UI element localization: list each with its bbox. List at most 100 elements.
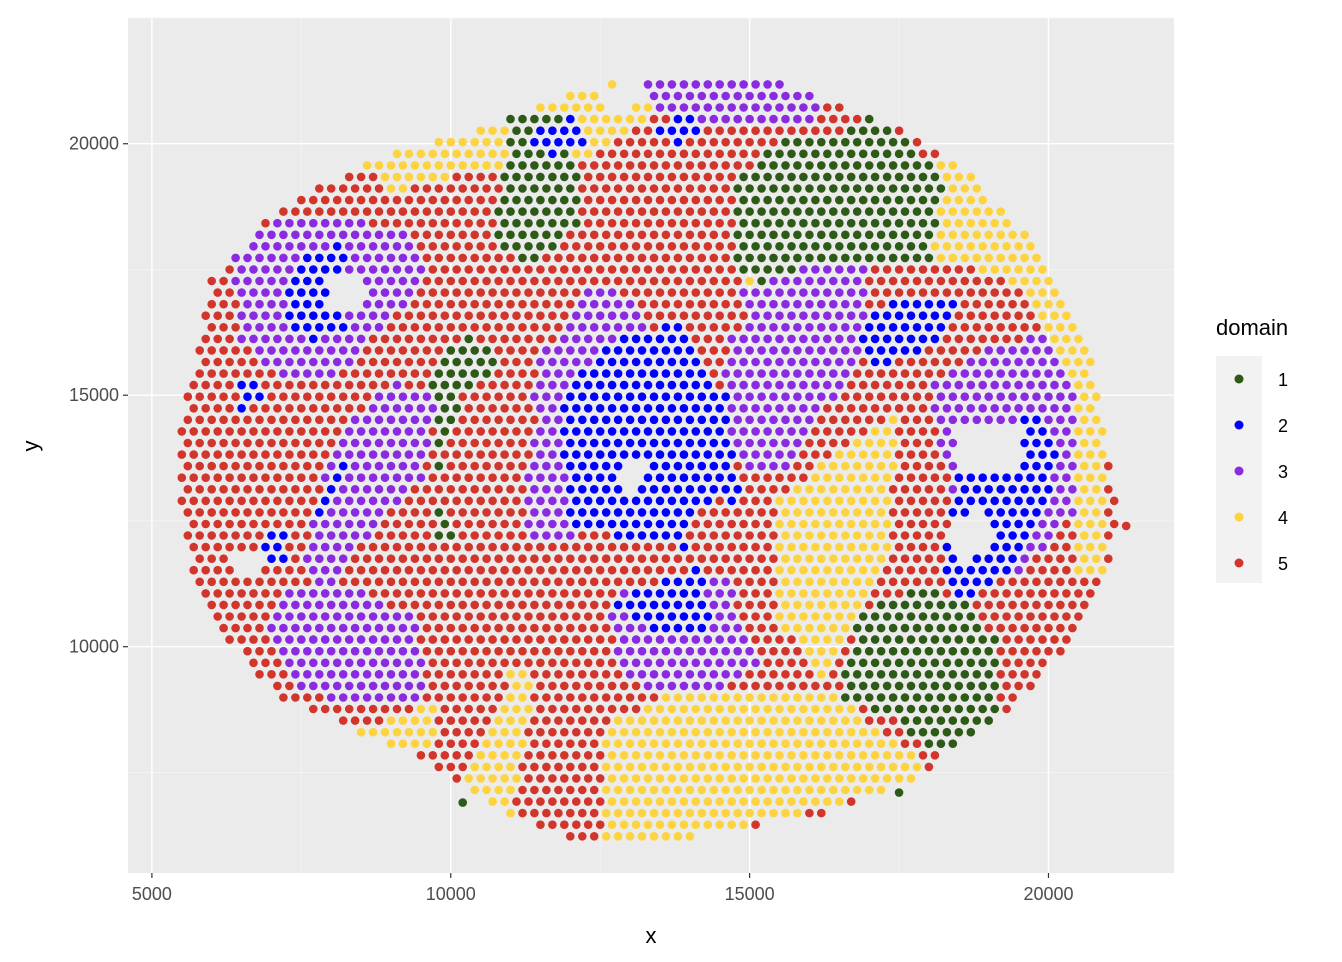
data-point-domain-3 (416, 404, 426, 413)
data-point-domain-2 (643, 612, 653, 621)
data-point-domain-4 (607, 774, 617, 783)
data-point-domain-5 (996, 577, 1005, 587)
data-point-domain-1 (769, 207, 778, 216)
data-point-domain-1 (846, 195, 856, 205)
data-point-domain-5 (745, 161, 754, 170)
data-point-domain-2 (595, 450, 605, 459)
data-point-domain-5 (954, 357, 964, 367)
data-point-domain-5 (1008, 646, 1017, 656)
data-point-domain-3 (350, 461, 360, 471)
data-point-domain-2 (1014, 542, 1023, 552)
data-point-domain-4 (864, 508, 874, 517)
data-point-domain-5 (422, 207, 432, 216)
data-point-domain-5 (488, 681, 497, 691)
data-point-domain-3 (416, 265, 426, 274)
data-point-domain-5 (422, 276, 432, 286)
data-point-domain-1 (542, 230, 551, 240)
data-point-domain-4 (1080, 415, 1089, 425)
data-point-domain-5 (1062, 542, 1071, 552)
data-point-domain-2 (864, 346, 874, 355)
data-point-domain-5 (697, 554, 707, 563)
data-point-domain-2 (930, 334, 940, 344)
data-point-domain-3 (338, 693, 348, 702)
data-point-domain-5 (183, 485, 193, 494)
data-point-domain-5 (715, 542, 724, 552)
data-point-domain-4 (835, 496, 844, 506)
data-point-domain-5 (440, 334, 450, 344)
data-point-domain-2 (882, 311, 892, 321)
data-point-domain-2 (691, 565, 701, 575)
data-point-domain-1 (930, 195, 940, 205)
data-point-domain-5 (488, 589, 497, 598)
data-point-domain-4 (954, 218, 964, 228)
data-point-domain-3 (751, 311, 760, 321)
data-point-domain-1 (787, 265, 796, 274)
data-point-domain-3 (1026, 542, 1035, 552)
data-point-domain-2 (578, 508, 587, 517)
data-point-domain-2 (578, 369, 587, 378)
data-point-domain-5 (518, 276, 527, 286)
data-point-domain-1 (566, 184, 575, 193)
data-point-domain-5 (219, 461, 228, 471)
data-point-domain-3 (739, 334, 748, 344)
data-point-domain-4 (936, 207, 946, 216)
data-point-domain-3 (320, 357, 330, 367)
data-point-domain-5 (225, 612, 234, 621)
data-point-domain-3 (536, 404, 545, 413)
data-point-domain-3 (261, 357, 270, 367)
data-point-domain-5 (715, 218, 724, 228)
data-point-domain-3 (344, 265, 354, 274)
data-point-domain-5 (231, 438, 240, 448)
data-point-domain-2 (1038, 427, 1047, 436)
data-point-domain-3 (613, 623, 623, 633)
data-point-domain-2 (536, 126, 545, 135)
data-point-domain-3 (267, 623, 276, 633)
data-point-domain-5 (440, 288, 450, 297)
data-point-domain-4 (805, 554, 814, 563)
data-point-domain-5 (589, 623, 599, 633)
data-point-domain-3 (380, 658, 390, 668)
data-point-domain-4 (781, 577, 790, 587)
data-point-domain-5 (446, 508, 456, 517)
data-point-domain-5 (488, 473, 497, 483)
data-point-domain-3 (691, 103, 701, 112)
data-point-domain-4 (811, 751, 820, 760)
data-point-domain-5 (607, 265, 617, 274)
data-point-domain-1 (966, 612, 976, 621)
data-point-domain-5 (303, 485, 312, 494)
data-point-domain-1 (942, 704, 952, 714)
data-point-domain-4 (392, 727, 402, 737)
data-point-domain-3 (727, 427, 736, 436)
data-point-domain-5 (500, 288, 509, 297)
data-point-domain-3 (350, 253, 360, 263)
data-point-domain-5 (661, 554, 671, 563)
data-point-domain-4 (745, 693, 754, 702)
data-point-domain-4 (948, 161, 958, 170)
data-point-domain-5 (261, 658, 270, 668)
data-point-domain-5 (572, 565, 581, 575)
data-point-domain-5 (524, 589, 533, 598)
data-point-domain-5 (255, 531, 264, 540)
data-point-domain-3 (721, 114, 730, 124)
data-point-domain-5 (625, 207, 635, 216)
data-point-domain-4 (817, 646, 826, 656)
data-point-domain-5 (536, 820, 545, 829)
data-point-domain-2 (661, 623, 671, 633)
data-point-domain-5 (392, 519, 402, 529)
data-point-domain-5 (954, 265, 964, 274)
data-point-domain-2 (613, 346, 623, 355)
data-point-domain-1 (799, 149, 808, 159)
data-point-domain-3 (356, 334, 366, 344)
data-point-domain-5 (512, 797, 521, 806)
data-point-domain-5 (685, 323, 695, 332)
data-point-domain-3 (829, 299, 838, 309)
data-point-domain-5 (572, 727, 581, 737)
data-point-domain-4 (727, 797, 736, 806)
data-point-domain-1 (930, 635, 940, 644)
data-point-domain-5 (1002, 288, 1011, 297)
data-point-domain-3 (386, 485, 396, 494)
data-point-domain-1 (781, 207, 790, 216)
data-point-domain-5 (721, 554, 730, 563)
data-point-domain-5 (440, 265, 450, 274)
data-point-domain-5 (870, 404, 880, 413)
